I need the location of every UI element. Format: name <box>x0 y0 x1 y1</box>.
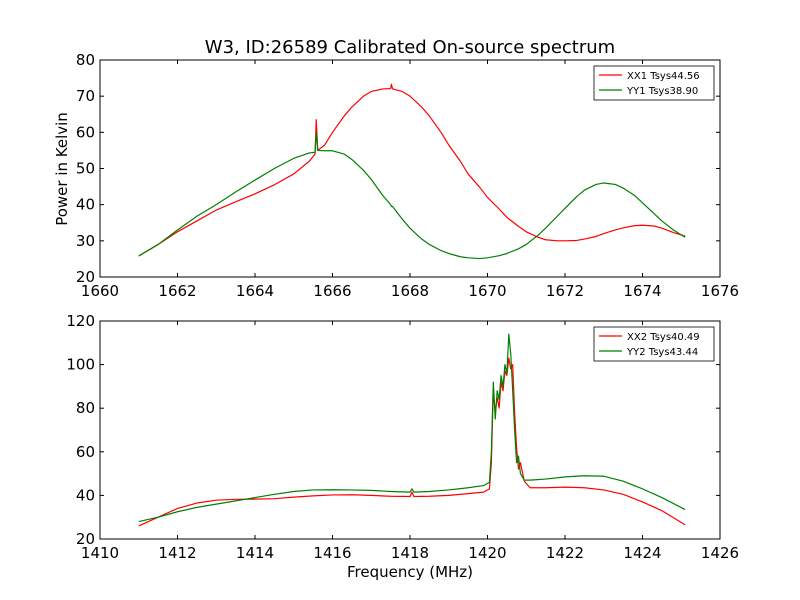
legend: XX2 Tsys40.49 YY2 Tsys43.44 <box>593 326 715 362</box>
series-line-yy1 <box>138 131 686 260</box>
x-tick-label: 1666 <box>313 282 351 300</box>
plot-panels: 1660 1662 1664 1666 1668 1670 1672 1674 1676 20 30… <box>66 51 739 562</box>
legend-label: YY1 Tsys38.90 <box>626 86 698 97</box>
y-tick-label: 40 <box>76 196 95 214</box>
x-tick-label: 1426 <box>701 544 739 562</box>
x-tick-label: 1422 <box>546 544 584 562</box>
x-tick-label: 1416 <box>313 544 351 562</box>
y-tick-label: 20 <box>76 268 95 286</box>
y-axis-label: Power in Kelvin <box>53 112 71 226</box>
x-tick-label: 1418 <box>391 544 429 562</box>
y-tick-label: 60 <box>76 123 95 141</box>
legend-label: XX2 Tsys40.49 <box>627 332 700 343</box>
y-tick-label: 20 <box>76 530 95 548</box>
y-tick-label: 30 <box>76 232 95 250</box>
x-tick-label: 1410 <box>81 544 119 562</box>
x-tick-label: 1676 <box>701 282 739 300</box>
y-tick-label: 120 <box>66 312 95 330</box>
legend-box <box>593 65 715 101</box>
plot-panel-1: 1660 1662 1664 1666 1668 1670 1672 1674 1676 20 30… <box>76 51 739 300</box>
x-tick-label: 1668 <box>391 282 429 300</box>
legend-box <box>593 326 715 362</box>
x-tick-label: 1672 <box>546 282 584 300</box>
x-tick-label: 1660 <box>81 282 119 300</box>
x-tick-label: 1670 <box>468 282 506 300</box>
x-tick-label: 1424 <box>623 544 661 562</box>
y-tick-label: 100 <box>66 356 95 374</box>
series-lines <box>138 333 686 527</box>
y-tick-label: 40 <box>76 486 95 504</box>
plot-panel-2: 1410 1412 1414 1416 1418 1420 1422 1424 1426 20 40… <box>66 312 739 562</box>
y-tick-label: 80 <box>76 399 95 417</box>
x-tick-label: 1662 <box>158 282 196 300</box>
x-tick-label: 1412 <box>158 544 196 562</box>
y-tick-label: 50 <box>76 160 95 178</box>
legend: XX1 Tsys44.56 YY1 Tsys38.90 <box>593 65 715 101</box>
chart-title: W3, ID:26589 Calibrated On-source spectr… <box>205 37 615 58</box>
x-tick-label: 1414 <box>236 544 274 562</box>
series-line-xx1 <box>138 83 686 257</box>
x-tick-label: 1664 <box>236 282 274 300</box>
legend-label: YY2 Tsys43.44 <box>626 347 698 358</box>
legend-label: XX1 Tsys44.56 <box>627 71 700 82</box>
y-tick-label: 60 <box>76 443 95 461</box>
series-lines <box>138 83 686 260</box>
y-tick-label: 70 <box>76 87 95 105</box>
x-axis-label: Frequency (MHz) <box>347 563 473 581</box>
series-line-yy2 <box>138 333 686 523</box>
y-tick-label: 80 <box>76 51 95 69</box>
x-tick-label: 1674 <box>623 282 661 300</box>
x-tick-label: 1420 <box>468 544 506 562</box>
